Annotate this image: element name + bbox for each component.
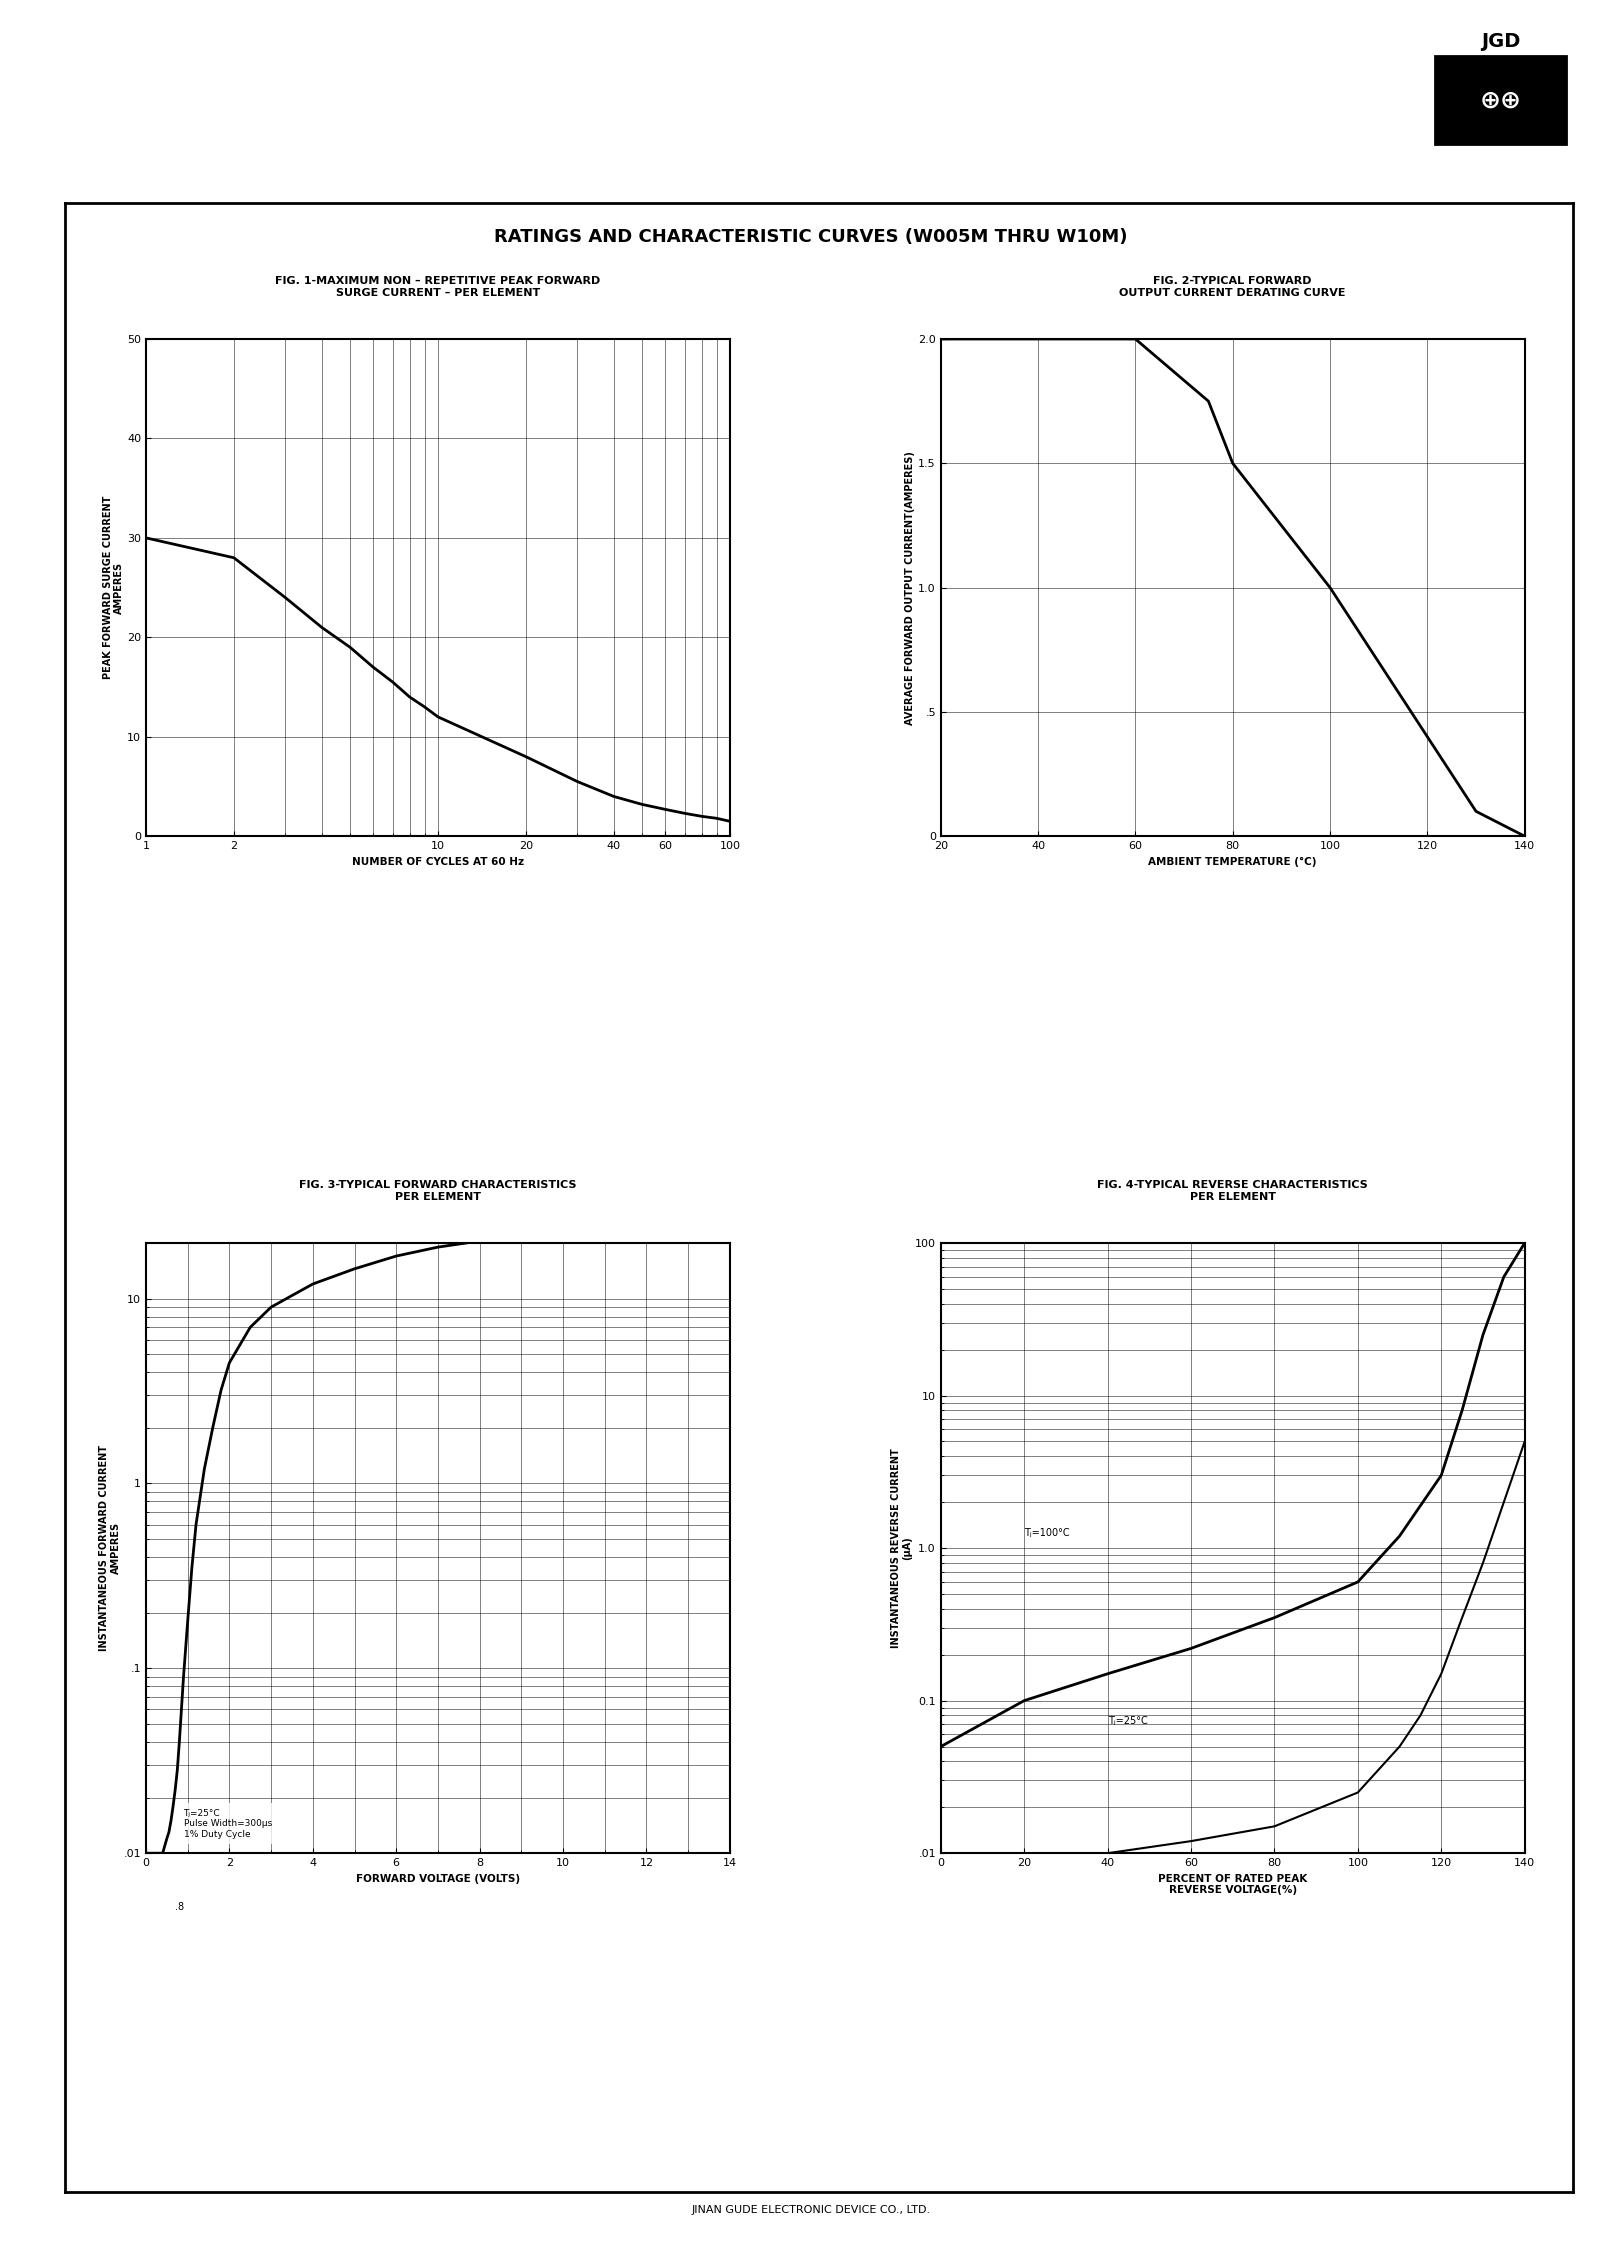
Text: ⊕⊕: ⊕⊕	[1479, 88, 1521, 113]
X-axis label: PERCENT OF RATED PEAK
REVERSE VOLTAGE(%): PERCENT OF RATED PEAK REVERSE VOLTAGE(%)	[1158, 1874, 1307, 1896]
Text: JGD: JGD	[1481, 32, 1520, 50]
Y-axis label: PEAK FORWARD SURGE CURRENT
AMPERES: PEAK FORWARD SURGE CURRENT AMPERES	[102, 495, 125, 680]
Text: FIG. 1-MAXIMUM NON – REPETITIVE PEAK FORWARD
SURGE CURRENT – PER ELEMENT: FIG. 1-MAXIMUM NON – REPETITIVE PEAK FOR…	[276, 276, 600, 298]
FancyBboxPatch shape	[1434, 56, 1567, 145]
Text: Tⱼ=100°C: Tⱼ=100°C	[1023, 1528, 1071, 1539]
Text: Tⱼ=25°C: Tⱼ=25°C	[1108, 1715, 1147, 1727]
Y-axis label: INSTANTANEOUS FORWARD CURRENT
AMPERES: INSTANTANEOUS FORWARD CURRENT AMPERES	[99, 1444, 120, 1652]
Text: RATINGS AND CHARACTERISTIC CURVES (W005M THRU W10M): RATINGS AND CHARACTERISTIC CURVES (W005M…	[495, 228, 1127, 246]
Text: Tⱼ=25°C
Pulse Width=300μs
1% Duty Cycle: Tⱼ=25°C Pulse Width=300μs 1% Duty Cycle	[183, 1808, 272, 1840]
X-axis label: NUMBER OF CYCLES AT 60 Hz: NUMBER OF CYCLES AT 60 Hz	[352, 857, 524, 866]
Y-axis label: AVERAGE FORWARD OUTPUT CURRENT(AMPERES): AVERAGE FORWARD OUTPUT CURRENT(AMPERES)	[905, 450, 915, 725]
Text: FIG. 2-TYPICAL FORWARD
OUTPUT CURRENT DERATING CURVE: FIG. 2-TYPICAL FORWARD OUTPUT CURRENT DE…	[1119, 276, 1346, 298]
X-axis label: FORWARD VOLTAGE (VOLTS): FORWARD VOLTAGE (VOLTS)	[355, 1874, 521, 1883]
Y-axis label: INSTANTANEOUS REVERSE CURRENT
(μA): INSTANTANEOUS REVERSE CURRENT (μA)	[890, 1449, 912, 1648]
Text: .8: .8	[175, 1903, 183, 1912]
Text: JINAN GUDE ELECTRONIC DEVICE CO., LTD.: JINAN GUDE ELECTRONIC DEVICE CO., LTD.	[691, 2206, 931, 2215]
Text: FIG. 3-TYPICAL FORWARD CHARACTERISTICS
PER ELEMENT: FIG. 3-TYPICAL FORWARD CHARACTERISTICS P…	[298, 1180, 577, 1202]
Text: FIG. 4-TYPICAL REVERSE CHARACTERISTICS
PER ELEMENT: FIG. 4-TYPICAL REVERSE CHARACTERISTICS P…	[1098, 1180, 1367, 1202]
X-axis label: AMBIENT TEMPERATURE (°C): AMBIENT TEMPERATURE (°C)	[1148, 857, 1317, 866]
